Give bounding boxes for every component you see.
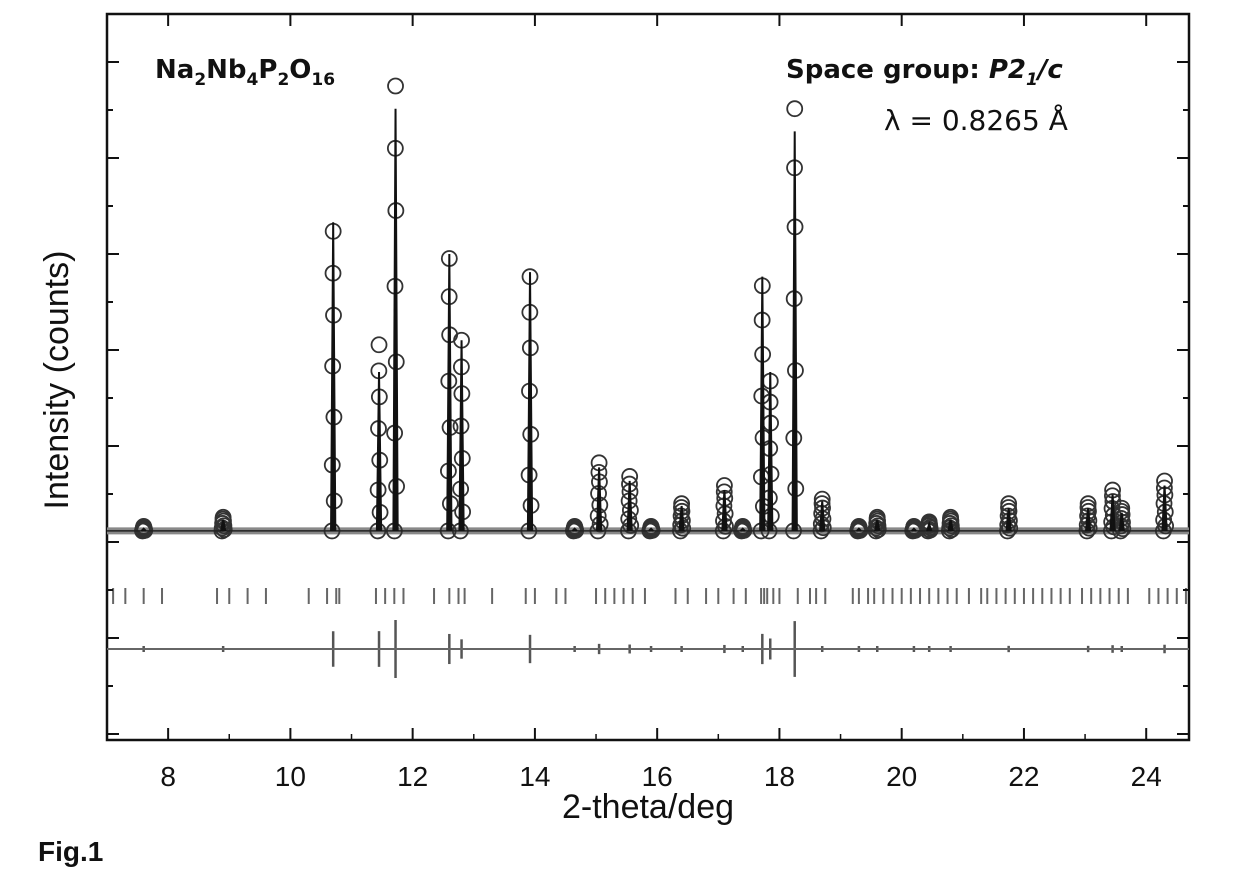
calc-peak [330,222,337,531]
obs-point [642,517,660,535]
space-group-label: Space group: P21/c [786,55,1063,90]
calc-peak [1005,508,1012,532]
difference-curve [107,620,1189,678]
plot-frame [105,12,1191,742]
y-axis-title: Intensity (counts) [38,251,76,510]
figure-label: Fig.1 [38,836,104,867]
calc-peak [721,490,728,531]
calc-peak [458,340,465,531]
x-tick-label: 22 [1008,761,1039,792]
calc-peak [1161,485,1168,531]
obs-point [734,517,752,535]
calc-peak [791,131,798,531]
calc-peak [947,519,954,532]
calc-peak [911,527,917,532]
x-tick-label: 18 [764,761,795,792]
x-tick-label: 14 [519,761,550,792]
calc-peak [1085,508,1092,532]
calc-peak [220,519,227,532]
reflection-markers [112,588,1187,604]
x-tick-label: 10 [275,761,306,792]
calc-peak [526,272,534,531]
calc-peak [446,253,453,531]
calc-peak [648,527,654,532]
calc-peak [392,108,399,531]
calc-peak [375,372,383,531]
x-tick-label: 8 [160,761,176,792]
obs-point [850,517,868,535]
calc-peak [874,519,881,532]
wavelength-label: λ = 0.8265 Å [884,103,1068,137]
obs-point [566,517,584,535]
x-tick-labels: 8 10 12 14 16 18 20 22 24 [160,761,1161,792]
obs-point [387,77,404,95]
calc-peak [626,480,633,531]
obs-point [135,517,153,535]
x-tick-label: 12 [397,761,428,792]
calc-peak [926,520,933,532]
x-tick-label: 16 [642,761,673,792]
obs-point [370,336,388,354]
calc-peak [1109,494,1116,531]
x-axis-title: 2-theta/deg [562,788,734,826]
x-tick-label: 20 [886,761,917,792]
obs-point [786,100,804,118]
calc-peak [140,527,147,532]
calc-peak [595,467,603,531]
calc-peak [759,276,766,531]
calc-peak [571,527,578,532]
calc-peak [856,527,862,532]
calc-peak [739,527,746,532]
calc-peak [678,505,685,532]
calc-peak [767,372,774,531]
compound-formula: Na2Nb4P2O16 [155,55,335,90]
calculated-profile [107,108,1189,532]
calc-peak [819,501,826,531]
observed-points [107,77,1189,540]
x-tick-label: 24 [1131,761,1162,792]
axis-ticks [106,14,1189,740]
calc-peak [1118,512,1125,532]
